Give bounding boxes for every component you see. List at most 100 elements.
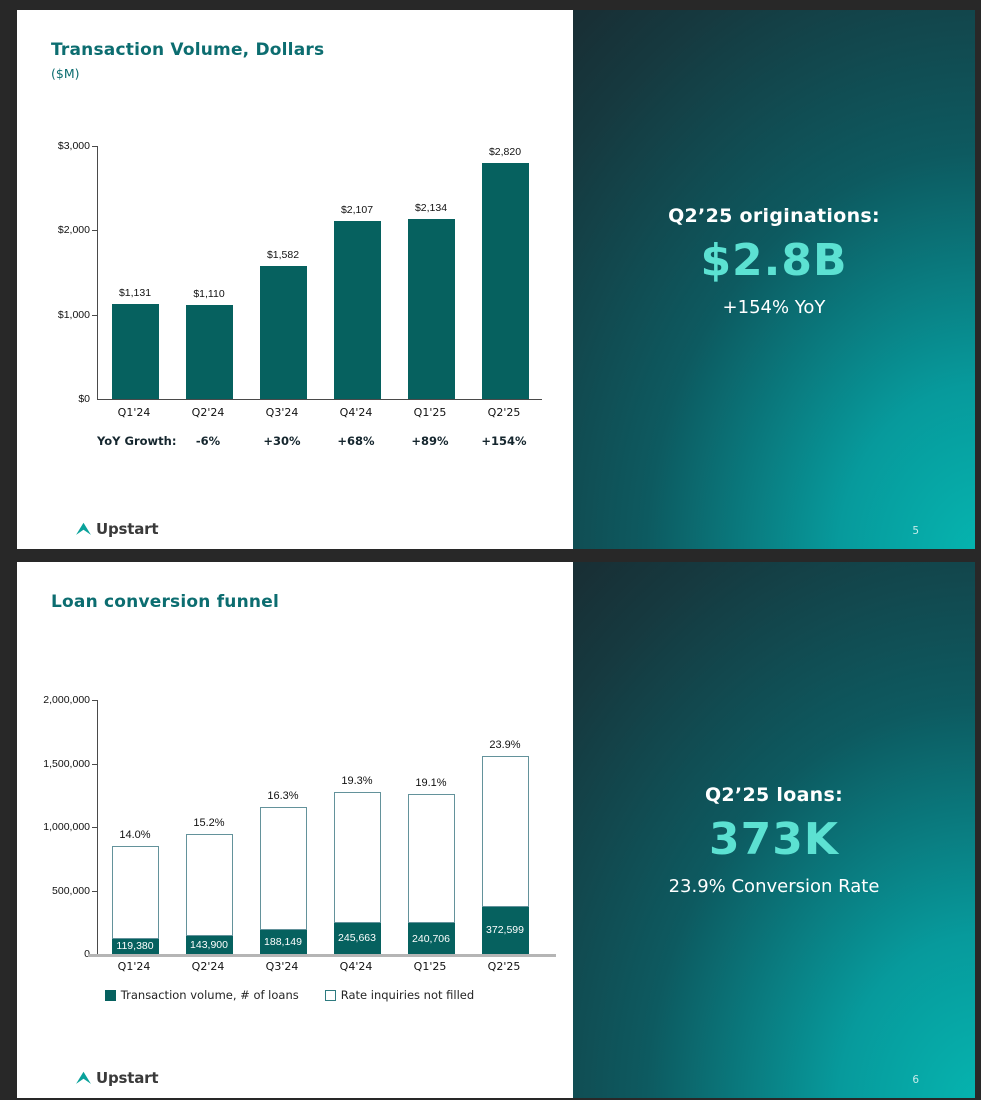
slide-6-content: Loan conversion funnel 2,000,000 1,500,00… xyxy=(17,562,573,1098)
panel-stat-block: Q2’25 originations: $2.8B +154% YoY xyxy=(573,205,975,318)
bar-value-label: $2,107 xyxy=(340,204,374,217)
y-tick-mark xyxy=(92,146,98,147)
conversion-rate-label: 19.3% xyxy=(341,775,373,788)
x-tick-label: Q2'24 xyxy=(191,406,225,419)
conversion-rate-label: 16.3% xyxy=(267,790,299,803)
chart-plot-wrap: 14.0% 119,380 15.2% 143,900 16.3% 188,149 19.3… xyxy=(88,700,556,973)
x-tick-label: Q1'24 xyxy=(117,960,151,973)
slide-title: Loan conversion funnel xyxy=(51,592,279,612)
panel-stat-subtext: 23.9% Conversion Rate xyxy=(668,876,880,897)
stacked-bar-column: 14.0% 119,380 xyxy=(98,700,172,954)
x-tick-label: Q3'24 xyxy=(265,406,299,419)
y-tick-mark xyxy=(92,230,98,232)
panel-stat-value: 373K xyxy=(709,814,839,865)
yoy-growth-value: +68% xyxy=(337,434,375,448)
upstart-logo: Upstart xyxy=(75,1069,159,1087)
loan-volume-segment: 240,706 xyxy=(407,923,455,954)
stacked-bar-column: 15.2% 143,900 xyxy=(172,700,246,954)
legend-item-rate-inquiries: Rate inquiries not filled xyxy=(324,988,475,1002)
bar xyxy=(481,163,529,399)
bar xyxy=(407,219,455,399)
loan-volume-segment: 188,149 xyxy=(259,930,307,954)
y-tick-label: $0 xyxy=(78,393,90,405)
y-tick-label: $2,000 xyxy=(57,224,90,237)
upstart-logo-text: Upstart xyxy=(96,1069,159,1087)
slide-page-6: Loan conversion funnel 2,000,000 1,500,00… xyxy=(17,562,975,1098)
panel-stat-block: Q2’25 loans: 373K 23.9% Conversion Rate xyxy=(573,784,975,897)
rate-inquiries-segment xyxy=(259,807,307,931)
panel-stat-subtext: +154% YoY xyxy=(722,297,826,318)
loan-volume-segment: 372,599 xyxy=(481,906,529,954)
yoy-growth-row: YoY Growth: -6% +30% +68% +89% +154% xyxy=(97,434,541,448)
bar-value-label: $1,582 xyxy=(266,248,300,261)
y-tick-label: $3,000 xyxy=(57,140,90,152)
bar-column: $1,131 xyxy=(98,146,172,399)
y-tick-mark xyxy=(92,890,98,892)
bar-column: $1,110 xyxy=(172,146,246,399)
bar-column: $2,134 xyxy=(394,146,468,399)
panel-heading: Q2’25 loans: xyxy=(704,784,844,806)
x-tick-label: Q1'25 xyxy=(413,406,447,419)
loan-volume-segment: 245,663 xyxy=(333,922,381,954)
x-axis-labels: Q1'24 Q2'24 Q3'24 Q4'24 Q1'25 Q2'25 xyxy=(97,400,542,419)
plot-area: 14.0% 119,380 15.2% 143,900 16.3% 188,149 19.3… xyxy=(92,700,543,954)
y-axis-labels: $3,000 $2,000 $1,000 $0 xyxy=(57,140,97,419)
slide-subtitle: ($M) xyxy=(51,66,80,81)
bar-value-label: $2,820 xyxy=(488,146,522,158)
highlight-panel-originations: Q2’25 originations: $2.8B +154% YoY 5 xyxy=(573,10,975,549)
upstart-logo-icon xyxy=(76,522,91,535)
page-number: 5 xyxy=(912,525,919,537)
upstart-logo-icon xyxy=(76,1071,91,1084)
x-tick-label: Q3'24 xyxy=(265,960,299,973)
bar xyxy=(333,221,381,399)
panel-heading: Q2’25 originations: xyxy=(668,205,880,227)
loan-volume-segment: 143,900 xyxy=(185,935,233,954)
rate-inquiries-segment xyxy=(407,793,455,924)
bar xyxy=(111,303,159,399)
bar xyxy=(185,305,233,399)
bar-value-label: $1,110 xyxy=(193,288,225,301)
stacked-bar-column: 23.9% 372,599 xyxy=(468,700,542,954)
slide-5-content: Transaction Volume, Dollars ($M) $3,000 $… xyxy=(17,10,573,549)
bar xyxy=(259,265,307,399)
panel-stat-value: $2.8B xyxy=(700,235,848,286)
y-tick-label: 2,000,000 xyxy=(43,694,90,706)
rate-inquiries-segment xyxy=(333,792,381,923)
stacked-bar-column: 19.1% 240,706 xyxy=(394,700,468,954)
x-tick-label: Q4'24 xyxy=(339,406,373,419)
upstart-logo-text: Upstart xyxy=(96,520,159,538)
x-axis-line xyxy=(88,954,556,957)
x-tick-label: Q1'24 xyxy=(117,406,151,419)
legend-label: Rate inquiries not filled xyxy=(340,988,475,1002)
slide-title: Transaction Volume, Dollars xyxy=(51,40,325,60)
y-tick-label: 500,000 xyxy=(52,884,90,897)
plot-area: $1,131 $1,110 $1,582 $2,107 $2,134 $2,820 xyxy=(92,146,542,400)
y-tick-label: 1,500,000 xyxy=(43,757,90,770)
loan-volume-segment: 119,380 xyxy=(111,938,159,954)
page-number: 6 xyxy=(912,1074,919,1086)
legend-swatch-filled xyxy=(104,989,116,1001)
rate-inquiries-segment xyxy=(481,755,529,907)
x-tick-label: Q1'25 xyxy=(413,960,447,973)
chart-legend: Transaction volume, # of loans Rate inqu… xyxy=(37,988,542,1002)
y-tick-label: 0 xyxy=(84,948,90,960)
legend-label: Transaction volume, # of loans xyxy=(120,988,299,1002)
loan-conversion-funnel-chart: 2,000,0001,500,0001,000,000500,000014.0%… xyxy=(37,694,556,973)
x-tick-label: Q2'24 xyxy=(191,960,225,973)
x-tick-label: Q4'24 xyxy=(339,960,373,973)
rate-inquiries-segment xyxy=(111,845,159,939)
bar-column: $2,107 xyxy=(320,146,394,399)
chart-plot-wrap: $1,131 $1,110 $1,582 $2,107 $2,134 $2,820 Q1'2… xyxy=(92,146,542,419)
y-tick-mark xyxy=(92,314,98,316)
highlight-panel-loans: Q2’25 loans: 373K 23.9% Conversion Rate … xyxy=(573,562,975,1098)
y-axis-labels: 2,000,000 1,500,000 1,000,000 500,000 0 xyxy=(37,694,97,973)
x-tick-label: Q2'25 xyxy=(487,406,521,419)
y-tick-mark xyxy=(92,763,98,765)
rate-inquiries-segment xyxy=(185,833,233,936)
bar-column: $2,820 xyxy=(468,146,542,399)
transaction-volume-chart: $3,000 $2,000 $1,000 $0 $1,131 $1,110 $1,582 $2… xyxy=(57,140,542,419)
slide-page-5: Transaction Volume, Dollars ($M) $3,000 $… xyxy=(17,10,975,549)
y-tick-label: $1,000 xyxy=(57,308,90,321)
upstart-logo: Upstart xyxy=(75,520,159,538)
y-tick-label: 1,000,000 xyxy=(43,821,90,833)
